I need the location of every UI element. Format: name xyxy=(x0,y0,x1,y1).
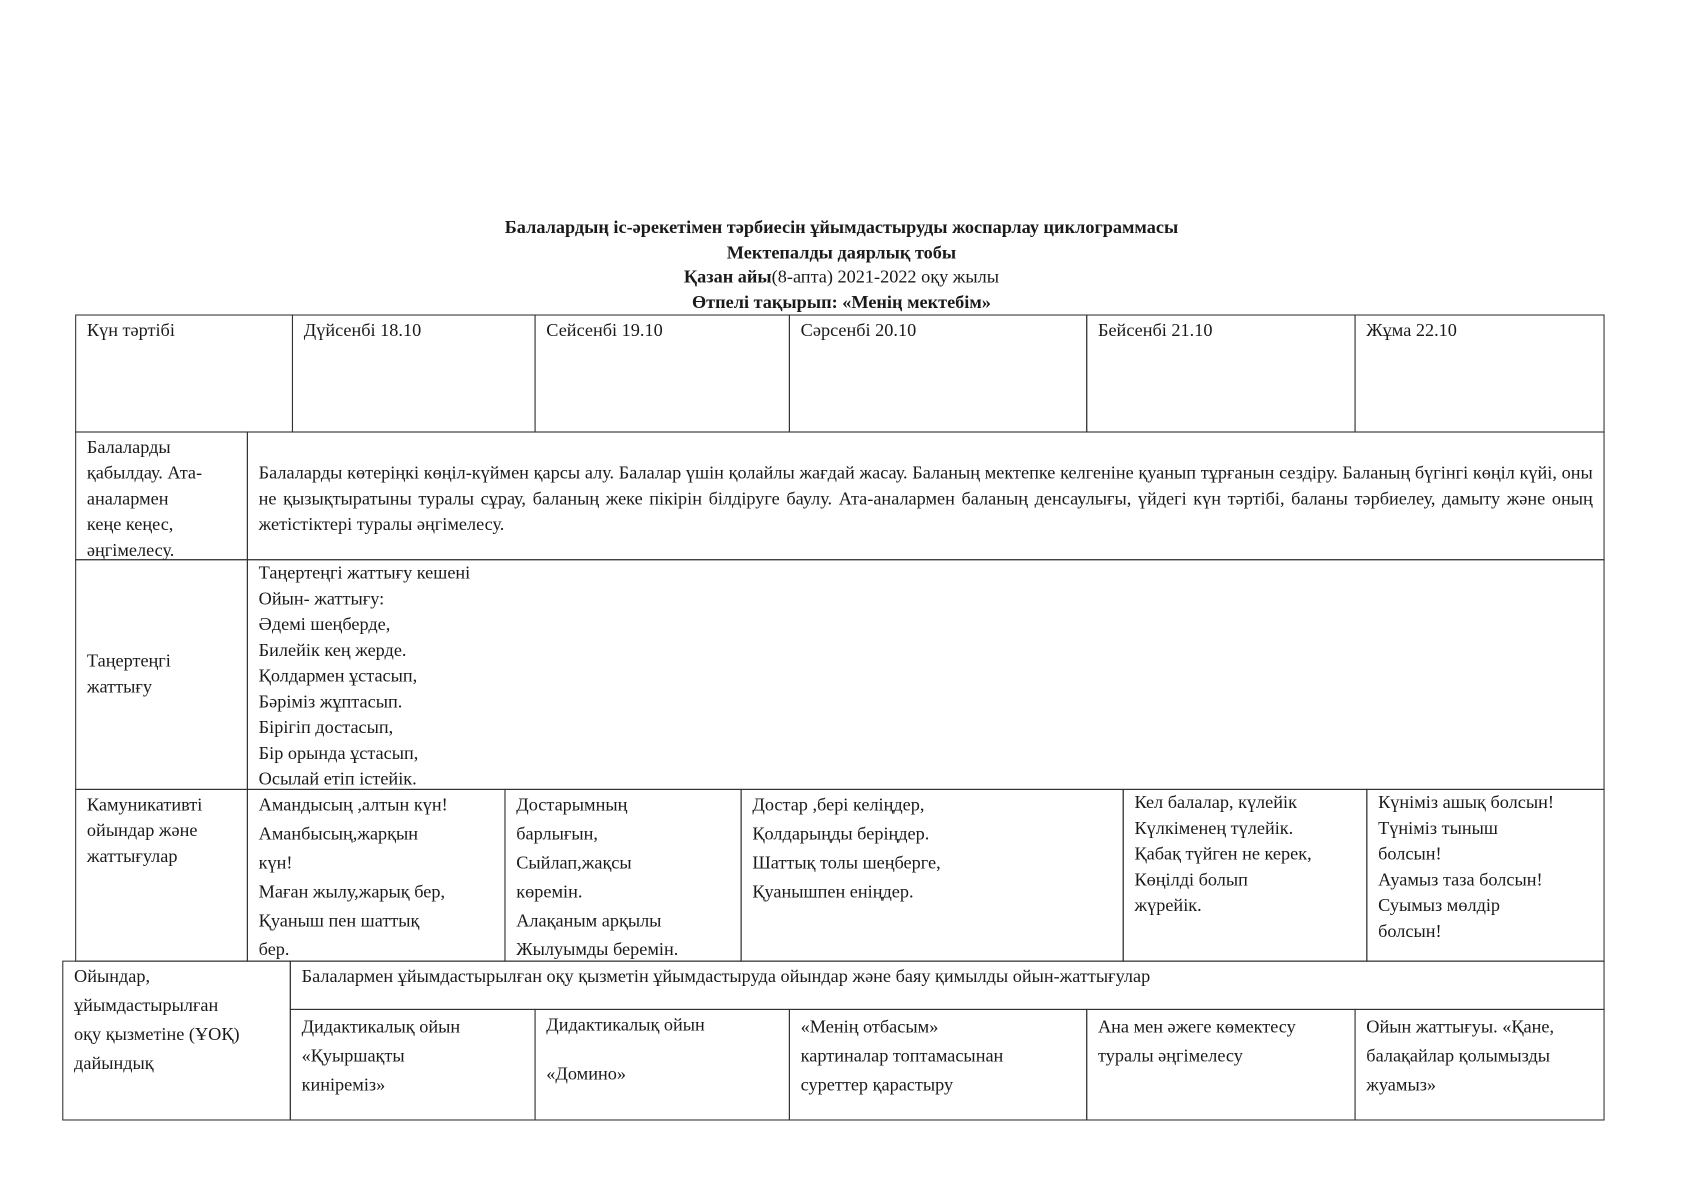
games-tuesday: Дидактикалық ойын «Домино» xyxy=(534,1008,790,1121)
games-friday: Ойын жаттығуы. «Қане, балақайлар қолымыз… xyxy=(1354,1008,1605,1121)
header-daily-schedule: Күн тәртібі xyxy=(75,314,294,433)
games-thursday: Ана мен әжеге көмектесу туралы әңгімелес… xyxy=(1086,1008,1356,1121)
row-label-communicative: Камуникативті ойындар және жаттығулар xyxy=(75,788,248,962)
reception-content: Балаларды көтеріңкі көңіл-күймен қарсы а… xyxy=(246,431,1605,561)
communicative-friday: Күніміз ашық болсын! Түніміз тыныш болсы… xyxy=(1366,788,1605,962)
communicative-tuesday: Достарымның барлығын, Сыйлап,жақсы көрем… xyxy=(504,788,742,962)
doc-title: Балалардың іс-әрекетімен тәрбиесін ұйымд… xyxy=(504,216,1179,238)
row-label-reception: Балаларды қабылдау. Ата- аналармен кеңе … xyxy=(75,431,248,561)
morning-exercise-content: Таңертеңгі жаттығу кешені Ойын- жаттығу:… xyxy=(246,559,1605,790)
week-year: (8-апта) 2021-2022 оқу жылы xyxy=(771,266,1000,287)
row-label-morning-exercise: Таңертеңгі жаттығу xyxy=(75,559,248,790)
header-monday: Дүйсенбі 18.10 xyxy=(291,314,536,433)
group-name: Мектепалды даярлық тобы xyxy=(726,242,957,263)
period: Қазан айы(8-апта) 2021-2022 оқу жылы xyxy=(0,265,1683,289)
games-wednesday: «Менің отбасым» картиналар топтамасынан … xyxy=(788,1008,1088,1121)
header-tuesday: Сейсенбі 19.10 xyxy=(534,314,790,433)
row-label-games: Ойындар, ұйымдастырылған оқу қызметіне (… xyxy=(62,960,291,1121)
games-subheader: Балалармен ұйымдастырылған оқу қызметін … xyxy=(289,960,1605,1010)
communicative-monday: Амандысың ,алтын күн! Аманбысың,жарқын к… xyxy=(246,788,506,962)
theme: Өтпелі тақырып: «Менің мектебім» xyxy=(691,291,991,313)
month: Қазан айы xyxy=(683,266,772,287)
communicative-thursday: Кел балалар, күлейік Күлкіменең түлейік.… xyxy=(1122,788,1368,962)
header-wednesday: Сәрсенбі 20.10 xyxy=(788,314,1088,433)
communicative-wednesday: Достар ,бері келіңдер, Қолдарыңды беріңд… xyxy=(740,788,1124,962)
games-monday: Дидактикалық ойын «Қуыршақты киніреміз» xyxy=(289,1008,536,1121)
header-thursday: Бейсенбі 21.10 xyxy=(1086,314,1356,433)
header-friday: Жұма 22.10 xyxy=(1354,314,1605,433)
